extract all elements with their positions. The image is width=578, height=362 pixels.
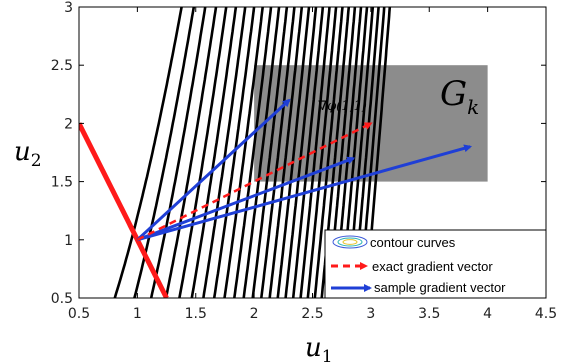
x-axis-ticks: 0.5 1 1.5 2 2.5 3 3.5 4 4.5 bbox=[68, 7, 557, 322]
x-axis-label: u1 bbox=[305, 333, 333, 362]
contour-line-0 bbox=[113, 7, 183, 298]
region-label-sub: k bbox=[467, 95, 479, 119]
sample-gradient-arrows bbox=[136, 98, 473, 242]
contour-line-19 bbox=[313, 7, 344, 298]
region-label: Gk bbox=[440, 74, 479, 119]
contour-line-13 bbox=[268, 7, 304, 298]
contour-line-5 bbox=[190, 7, 238, 298]
contour-line-11 bbox=[251, 7, 289, 298]
contour-line-1 bbox=[133, 7, 196, 298]
legend-label-contour: contour curves bbox=[370, 235, 456, 250]
contour-line-12 bbox=[260, 7, 296, 298]
y-axis-ticks: 0.5 1 1.5 2 2.5 3 bbox=[51, 0, 546, 307]
y-tick-label-4: 2.5 bbox=[51, 58, 73, 74]
legend-label-exact: exact gradient vector bbox=[372, 259, 493, 274]
sample-gradient-arrow-0 bbox=[136, 98, 291, 241]
contour-curves bbox=[113, 7, 392, 298]
x-tick-label-4: 2.5 bbox=[301, 306, 323, 322]
x-tick-label-5: 3 bbox=[366, 306, 375, 322]
y-tick-label-5: 3 bbox=[64, 0, 73, 16]
legend-contour-icon bbox=[332, 235, 368, 249]
contour-line-6 bbox=[202, 7, 247, 298]
x-tick-label-7: 4 bbox=[483, 306, 492, 322]
exact-gradient-label: ∇φ(1,1) bbox=[318, 99, 367, 114]
y-tick-label-1: 1 bbox=[64, 233, 73, 249]
x-tick-label-1: 1 bbox=[133, 306, 142, 322]
contour-line-9 bbox=[233, 7, 273, 298]
contour-line-2 bbox=[149, 7, 207, 298]
constraint-segment bbox=[79, 122, 169, 298]
contour-line-10 bbox=[242, 7, 281, 298]
exact-gradient-arrow bbox=[136, 122, 373, 241]
y-tick-label-0: 0.5 bbox=[51, 291, 73, 307]
x-tick-label-2: 1.5 bbox=[185, 306, 207, 322]
contour-line-4 bbox=[178, 7, 228, 298]
legend-label-sample: sample gradient vector bbox=[374, 280, 506, 295]
contour-line-14 bbox=[276, 7, 311, 298]
contour-line-16 bbox=[291, 7, 325, 298]
contour-line-17 bbox=[299, 7, 331, 298]
contour-line-8 bbox=[223, 7, 264, 298]
contour-line-3 bbox=[164, 7, 218, 298]
x-tick-label-3: 2 bbox=[250, 306, 259, 322]
y-tick-label-2: 1.5 bbox=[51, 175, 73, 191]
x-tick-label-0: 0.5 bbox=[68, 306, 90, 322]
plot-area bbox=[79, 7, 488, 298]
sample-gradient-arrow-1 bbox=[136, 156, 356, 242]
legend: contour curves exact gradient vector sam… bbox=[324, 229, 547, 299]
y-axis-label: u2 bbox=[14, 137, 42, 171]
x-tick-label-8: 4.5 bbox=[535, 306, 557, 322]
contour-line-7 bbox=[212, 7, 256, 298]
y-tick-label-3: 2 bbox=[64, 116, 73, 132]
contour-line-18 bbox=[306, 7, 338, 298]
x-tick-label-6: 3.5 bbox=[418, 306, 440, 322]
sample-gradient-arrow-2 bbox=[136, 144, 473, 242]
contour-line-15 bbox=[284, 7, 318, 298]
